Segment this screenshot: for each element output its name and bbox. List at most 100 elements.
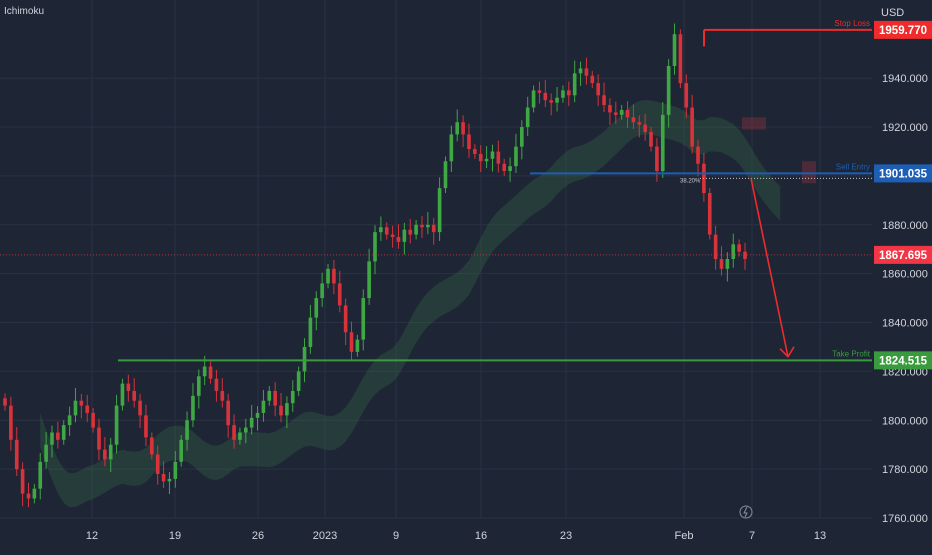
candle-body xyxy=(455,122,460,135)
price-axis[interactable]: 1760.000 1780.000 1800.000 1820.000 1840.000… xyxy=(874,20,932,525)
candle-body xyxy=(402,229,407,242)
candle-body xyxy=(737,244,741,252)
candle-body xyxy=(144,415,148,438)
candle-body xyxy=(514,146,518,167)
y-tick-label: 1800.000 xyxy=(882,415,928,427)
candle-body xyxy=(167,478,172,482)
candle-body xyxy=(725,259,730,269)
candle-body xyxy=(220,390,225,401)
flash-icon[interactable] xyxy=(739,505,753,519)
candle-body xyxy=(255,412,260,418)
candle-body xyxy=(85,405,90,413)
candle-body xyxy=(461,122,465,135)
time-axis[interactable]: 12 19 26 2023 9 16 23 Feb 7 13 xyxy=(86,530,826,542)
candle-body xyxy=(150,437,154,455)
candle-body xyxy=(496,151,501,164)
candle-body xyxy=(449,134,454,162)
candle-body xyxy=(290,390,295,404)
candle-body xyxy=(367,261,371,299)
candle-body xyxy=(437,188,442,233)
y-tick-label: 1840.000 xyxy=(882,318,928,330)
candle-body xyxy=(138,400,142,416)
candle-body xyxy=(672,34,677,66)
candle-body xyxy=(660,114,665,172)
candle-body xyxy=(61,425,66,440)
ichimoku-cloud xyxy=(40,100,816,508)
candle-body xyxy=(326,268,330,284)
candle-body xyxy=(249,417,254,428)
x-tick-label: 16 xyxy=(475,530,487,542)
candle-body xyxy=(484,158,489,162)
candle-body xyxy=(91,412,95,428)
y-tick-label: 1880.000 xyxy=(882,220,928,232)
candle-body xyxy=(555,97,559,103)
candle-body xyxy=(396,237,401,242)
candle-body xyxy=(38,461,43,489)
candle-body xyxy=(696,146,700,164)
candle-body xyxy=(590,75,595,84)
candle-body xyxy=(9,405,13,440)
x-tick-label: 19 xyxy=(169,530,181,542)
candle-body xyxy=(414,224,418,235)
candle-body xyxy=(631,117,636,123)
candle-body xyxy=(502,163,507,172)
candle-body xyxy=(308,317,313,347)
candle-body xyxy=(596,83,600,96)
candle-body xyxy=(320,283,324,299)
candle-body xyxy=(602,95,606,106)
candle-body xyxy=(584,68,589,76)
candle-body xyxy=(243,427,248,433)
candle-body xyxy=(443,161,448,189)
candle-body xyxy=(120,383,125,406)
candle-body xyxy=(226,400,230,426)
candle-body xyxy=(202,366,207,377)
cloud-bear-segment xyxy=(802,161,816,184)
candle-body xyxy=(643,124,647,132)
candle-body xyxy=(3,398,7,406)
candle-body xyxy=(490,151,495,159)
candle-body xyxy=(279,405,283,416)
candle-body xyxy=(108,444,113,460)
candle-body xyxy=(132,390,137,401)
candle-body xyxy=(79,400,84,406)
candle-body xyxy=(296,371,301,391)
indicator-label: Ichimoku xyxy=(4,6,44,17)
candle-body xyxy=(343,305,348,333)
candle-body xyxy=(179,439,184,462)
level-name-label: Sell Entry xyxy=(836,162,870,171)
candle-body xyxy=(619,109,624,115)
x-tick-label: Feb xyxy=(675,530,694,542)
candle-body xyxy=(67,415,72,426)
candle-body xyxy=(707,193,712,235)
projection-arrow xyxy=(750,178,789,357)
candle-body xyxy=(238,432,242,440)
candle-body xyxy=(332,268,336,284)
candle-body xyxy=(361,298,366,340)
candle-body xyxy=(384,227,389,235)
candle-body xyxy=(173,461,178,479)
candle-body xyxy=(390,234,395,238)
candle-body xyxy=(261,400,266,413)
y-tick-label: 1860.000 xyxy=(882,269,928,281)
candle-body xyxy=(543,92,548,101)
candle-body xyxy=(531,90,536,108)
candle-body xyxy=(56,432,60,440)
candles xyxy=(3,23,747,508)
y-tick-label: 1920.000 xyxy=(882,122,928,134)
candle-body xyxy=(566,90,571,96)
candle-body xyxy=(185,420,189,440)
candle-body xyxy=(719,259,724,269)
level-name-label: Stop Loss xyxy=(834,19,870,28)
candle-body xyxy=(655,146,659,172)
x-tick-label: 9 xyxy=(393,530,399,542)
candle-body xyxy=(20,469,25,494)
y-tick-label: 1820.000 xyxy=(882,366,928,378)
level-price-badge xyxy=(874,351,932,370)
candle-body xyxy=(355,339,360,352)
level-price-text: 1959.770 xyxy=(879,25,927,37)
candle-body xyxy=(684,83,689,108)
candle-body xyxy=(431,224,436,233)
x-tick-label: 26 xyxy=(252,530,264,542)
candle-body xyxy=(103,449,107,460)
